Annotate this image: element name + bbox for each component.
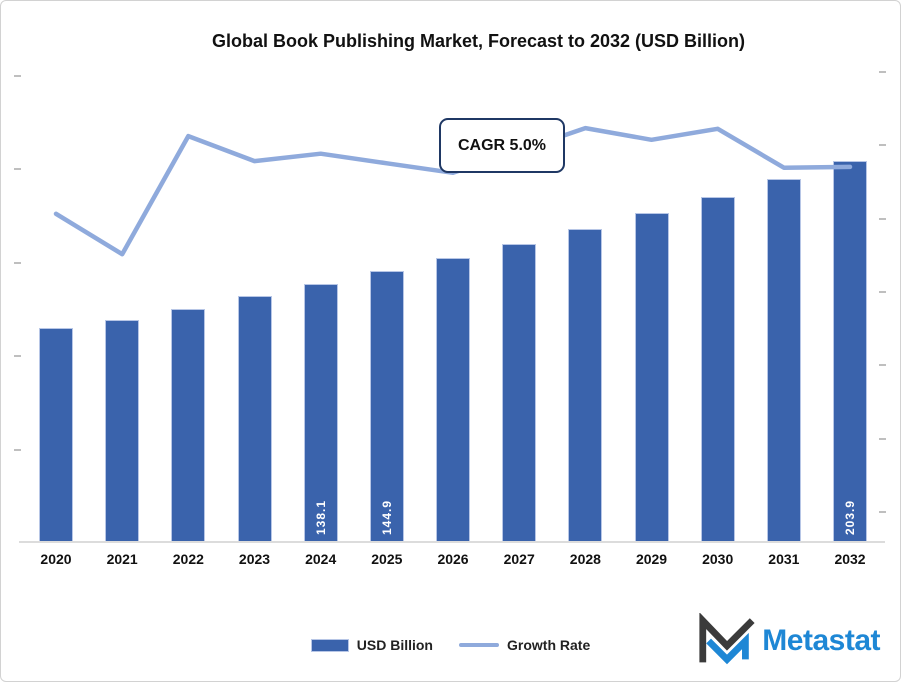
bar-2026 (436, 257, 471, 542)
x-tick-label-2023: 2023 (238, 551, 271, 567)
right-axis-tick (879, 71, 886, 73)
chart-title: Global Book Publishing Market, Forecast … (211, 31, 746, 51)
x-tick-label-2027: 2027 (503, 551, 535, 567)
bar-2029 (634, 213, 669, 542)
legend-label-usd-billion: USD Billion (356, 637, 433, 653)
cagr-annotation-label: CAGR 5.0% (457, 136, 547, 154)
bar-2021 (105, 319, 140, 542)
bar-2030 (700, 196, 735, 542)
x-tick-label-2028: 2028 (569, 551, 601, 567)
metastat-logo: Metastat (696, 613, 880, 669)
bar-value-label-2024: 138.1 (313, 499, 328, 535)
x-tick-label-2031: 2031 (768, 551, 800, 567)
right-axis-tick (879, 217, 886, 220)
bar-2024: 138.1 (303, 284, 338, 542)
left-axis-tick (14, 75, 21, 77)
cagr-annotation: CAGR 5.0% (439, 118, 565, 173)
bar-2028 (568, 228, 603, 542)
legend-item-growth-rate: Growth Rate (459, 637, 590, 653)
x-tick-label-2025: 2025 (371, 551, 403, 567)
bar-value-label-2025: 144.9 (379, 499, 394, 535)
right-axis-tick (879, 291, 886, 293)
legend-item-usd-billion: USD Billion (310, 637, 433, 653)
x-tick-label-2024: 2024 (305, 551, 337, 567)
x-tick-label-2021: 2021 (106, 551, 138, 567)
right-axis-tick (879, 144, 886, 147)
right-axis-tick (879, 437, 886, 440)
bar-2032: 203.9 (833, 161, 868, 542)
bar-swatch-icon (310, 638, 349, 652)
bar-2031 (766, 179, 801, 542)
x-tick-label-2022: 2022 (172, 551, 204, 567)
x-tick-label-2030: 2030 (702, 551, 734, 567)
bar-2020 (39, 327, 73, 542)
plot-area: 138.1 144.9 203.9 CAGR 5.0% (14, 61, 886, 543)
x-axis: 2020 2021 2022 2023 2024 2025 2026 2027 2028 2029… (19, 551, 885, 573)
x-tick-label-2020: 2020 (40, 551, 72, 567)
legend-label-growth-rate: Growth Rate (507, 637, 591, 653)
x-tick-label-2026: 2026 (437, 551, 469, 567)
x-tick-label-2029: 2029 (635, 551, 668, 567)
legend: USD Billion Growth Rate (1, 637, 900, 653)
bar-value-label-2032: 203.9 (843, 499, 858, 535)
metastat-logo-text: Metastat (762, 624, 880, 657)
x-tick-label-2032: 2032 (834, 551, 866, 567)
bar-2025: 144.9 (369, 271, 404, 542)
right-axis-tick (879, 511, 886, 513)
line-swatch-icon (459, 643, 499, 647)
left-axis-tick (14, 355, 21, 358)
metastat-m-icon (699, 613, 755, 665)
left-axis-tick (14, 168, 21, 171)
x-axis-baseline (19, 541, 885, 543)
right-axis-tick (879, 364, 886, 367)
left-axis-tick (14, 448, 21, 451)
bar-2022 (171, 308, 206, 542)
bar-2023 (237, 296, 272, 542)
bar-2027 (502, 243, 537, 542)
left-axis-tick (14, 261, 21, 264)
